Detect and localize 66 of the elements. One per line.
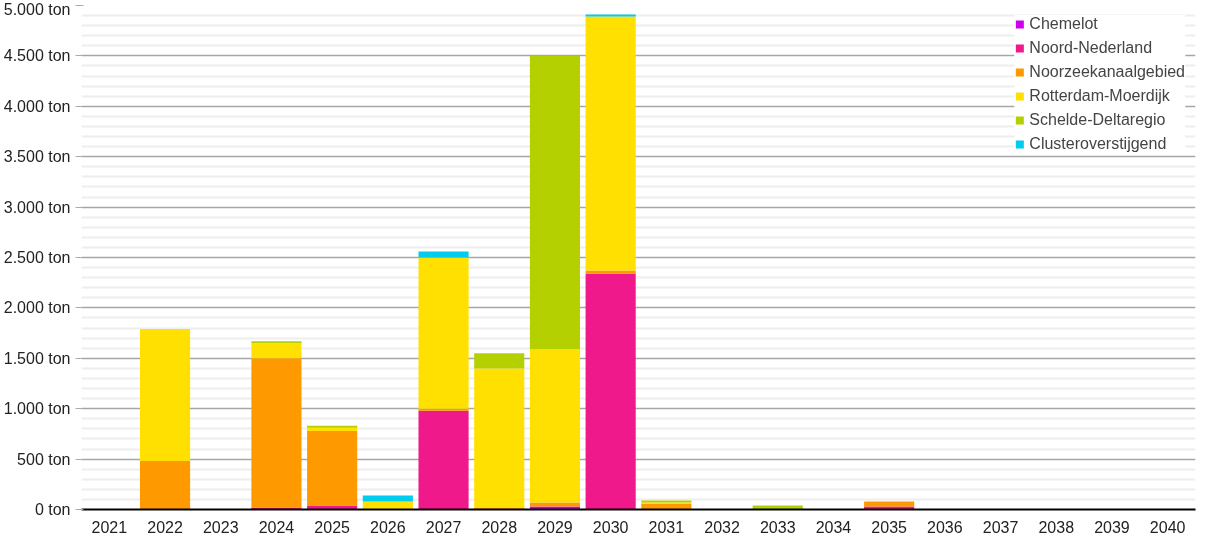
bar	[307, 505, 358, 510]
bar	[474, 368, 525, 508]
y-tick-label: 1.500 ton	[3, 349, 71, 367]
x-tick-label: 2025	[314, 518, 351, 536]
x-tick-label: 2034	[815, 518, 852, 536]
bar	[529, 502, 581, 507]
bar	[251, 343, 302, 359]
x-tick-label: 2039	[1094, 518, 1130, 536]
legend-label: Rotterdam-Moerdijk	[1029, 87, 1170, 105]
x-tick-label: 2029	[537, 518, 573, 536]
x-tick-label: 2026	[370, 518, 406, 536]
x-tick-label: 2036	[927, 518, 963, 536]
legend-label: Noorzeekanaalgebied	[1029, 63, 1185, 81]
bar	[418, 251, 469, 258]
bar	[864, 506, 915, 510]
x-tick-label: 2032	[704, 518, 740, 536]
y-tick-label: 1.000 ton	[3, 400, 71, 418]
bar	[585, 14, 636, 17]
y-tick-label: 2.500 ton	[3, 249, 71, 266]
x-tick-label: 2037	[982, 518, 1019, 536]
x-tick-label: 2040	[1149, 518, 1186, 536]
bar	[139, 329, 191, 462]
bar	[585, 273, 636, 510]
y-tick-label: 4.500 ton	[3, 47, 71, 65]
bar	[307, 430, 358, 506]
bar	[474, 507, 525, 510]
legend-label: Noord-Nederland	[1029, 39, 1153, 57]
bar	[251, 341, 302, 344]
bar	[251, 507, 302, 510]
y-tick-label: 2.000 ton	[3, 299, 71, 317]
bar	[529, 349, 581, 503]
x-tick-label: 2023	[202, 518, 239, 536]
x-tick-label: 2031	[648, 518, 685, 536]
bar	[529, 506, 581, 510]
bar	[139, 461, 191, 510]
y-tick-label: 0 ton	[34, 501, 71, 518]
bar	[474, 353, 525, 369]
x-tick-label: 2022	[147, 518, 183, 536]
bar	[362, 501, 413, 510]
x-tick-label: 2021	[91, 518, 128, 536]
x-tick-label: 2033	[759, 518, 796, 536]
y-tick-label: 4.000 ton	[3, 97, 71, 115]
bar	[418, 410, 469, 510]
x-tick-label: 2028	[481, 518, 518, 536]
bar	[418, 408, 469, 411]
y-tick-label: 3.500 ton	[3, 148, 71, 166]
y-tick-label: 500 ton	[17, 450, 71, 468]
bar	[752, 505, 803, 510]
bar	[585, 270, 636, 274]
x-tick-label: 2030	[592, 518, 629, 536]
bar	[864, 501, 915, 507]
x-tick-label: 2027	[425, 518, 462, 536]
legend-label: Clusteroverstijgend	[1029, 135, 1167, 153]
x-tick-label: 2038	[1038, 518, 1075, 536]
x-tick-label: 2035	[871, 518, 908, 536]
y-tick-label: 5.000 ton	[3, 0, 71, 18]
bar	[418, 257, 469, 409]
bar	[641, 503, 692, 510]
bar	[529, 55, 581, 350]
legend-label: Schelde-Deltaregio	[1029, 111, 1166, 129]
x-tick-label: 2024	[258, 518, 295, 536]
legend-label: Chemelot	[1029, 15, 1098, 33]
bar	[585, 16, 636, 271]
y-tick-label: 3.000 ton	[3, 198, 71, 216]
bar	[362, 495, 413, 502]
bar	[251, 358, 302, 508]
